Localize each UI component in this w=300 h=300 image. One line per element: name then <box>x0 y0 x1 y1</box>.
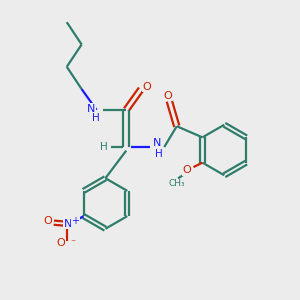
Text: H: H <box>155 148 163 159</box>
Text: O: O <box>57 238 66 248</box>
Text: CH₃: CH₃ <box>168 179 185 188</box>
Text: H: H <box>92 113 100 123</box>
Text: N: N <box>87 104 95 114</box>
Text: O: O <box>142 82 151 92</box>
Text: O: O <box>183 165 191 175</box>
Text: O: O <box>44 216 52 226</box>
Text: O: O <box>164 91 172 100</box>
Text: N: N <box>64 219 72 229</box>
Text: ⁻: ⁻ <box>70 238 75 248</box>
Text: H: H <box>100 142 108 152</box>
Text: N: N <box>153 139 162 148</box>
Text: +: + <box>71 217 79 226</box>
